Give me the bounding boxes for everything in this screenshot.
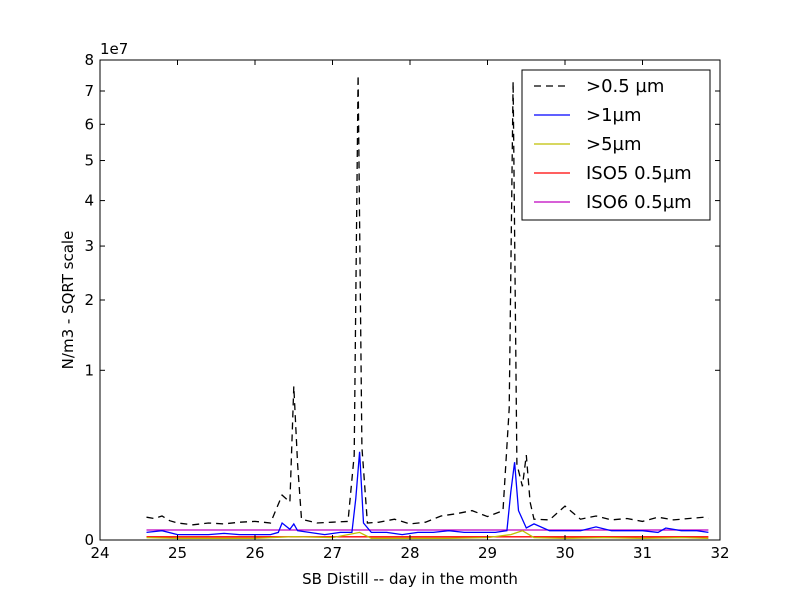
y-tick-label: 8 <box>84 51 94 69</box>
y-tick-label: 3 <box>84 237 94 255</box>
x-tick-label: 32 <box>710 544 729 562</box>
x-tick-label: 30 <box>555 544 574 562</box>
legend-entry: ISO5 0.5µm <box>586 163 692 184</box>
legend-entry: >1µm <box>586 105 642 126</box>
x-tick-label: 26 <box>245 544 264 562</box>
ticks-layer: 24 25 26 27 28 29 30 31 32 0 1 2 3 4 5 6 7 8 <box>84 51 729 562</box>
x-tick-label: 29 <box>478 544 497 562</box>
series-line-1 <box>146 451 709 536</box>
y-tick-label: 4 <box>84 192 94 210</box>
y-tick-label: 7 <box>84 82 94 100</box>
y-axis-label: N/m3 - SQRT scale <box>59 231 77 370</box>
x-tick-label: 24 <box>90 544 109 562</box>
x-tick-label: 31 <box>633 544 652 562</box>
y-tick-label: 0 <box>84 531 94 549</box>
x-tick-label: 25 <box>168 544 187 562</box>
y-tick-label: 1 <box>84 361 94 379</box>
x-axis-label: SB Distill -- day in the month <box>302 570 518 588</box>
legend-entry: >0.5 µm <box>586 76 664 97</box>
legend-box <box>521 69 711 221</box>
y-tick-label: 5 <box>84 152 94 170</box>
x-tick-label: 28 <box>400 544 419 562</box>
legend: >0.5 µm >1µm >5µm ISO5 0.5µm ISO6 0.5µm <box>521 69 711 221</box>
series-line-0 <box>146 75 709 526</box>
legend-entry: >5µm <box>586 134 642 155</box>
y-tick-label: 6 <box>84 115 94 133</box>
y-multiplier: 1e7 <box>100 40 128 58</box>
x-tick-label: 27 <box>323 544 342 562</box>
y-tick-label: 2 <box>84 291 94 309</box>
legend-entry: ISO6 0.5µm <box>586 192 692 213</box>
legend-items: >0.5 µm >1µm >5µm ISO5 0.5µm ISO6 0.5µm <box>534 76 692 213</box>
